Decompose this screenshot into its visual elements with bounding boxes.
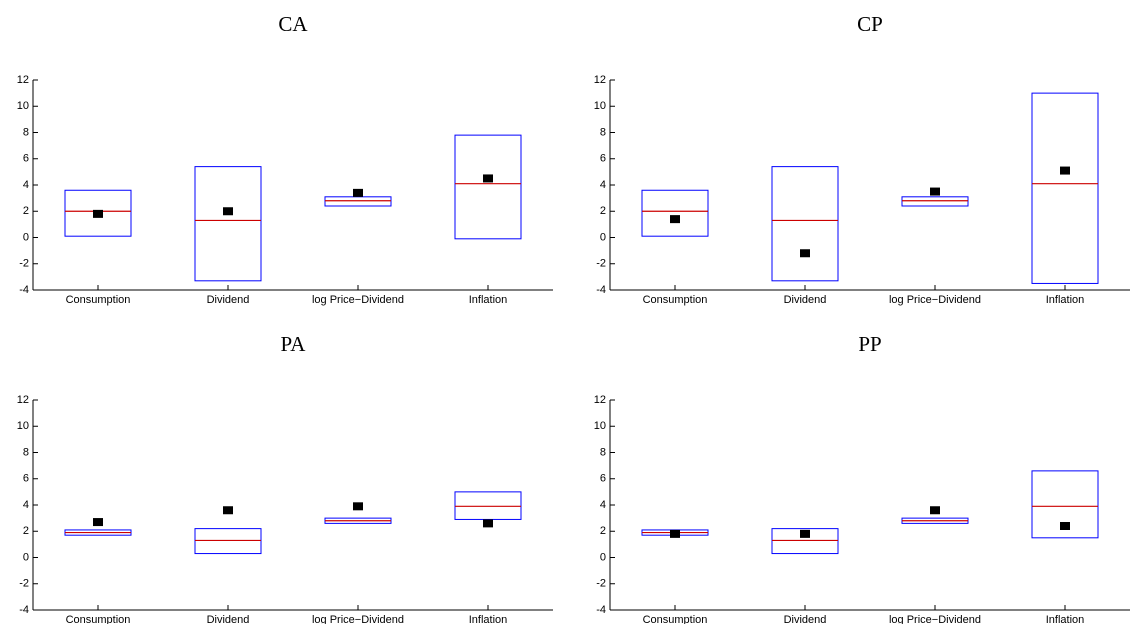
x-tick-label: Inflation <box>469 294 508 306</box>
estimate-marker <box>930 506 940 515</box>
box <box>454 491 522 520</box>
x-tick-label: Dividend <box>784 294 827 306</box>
panel-title: PP <box>858 332 881 356</box>
y-tick-label: -4 <box>596 284 606 296</box>
y-tick-label: 12 <box>594 394 606 406</box>
y-tick-label: 10 <box>17 420 29 432</box>
x-tick-label: Consumption <box>643 294 708 306</box>
panel-title: CA <box>278 12 308 36</box>
y-tick-label: 8 <box>600 126 606 138</box>
y-tick-label: -2 <box>19 578 29 590</box>
estimate-marker <box>930 187 940 196</box>
x-tick-label: Inflation <box>469 614 508 624</box>
y-tick-label: 0 <box>600 231 606 243</box>
y-tick-label: 4 <box>23 499 29 511</box>
y-tick-label: -2 <box>19 258 29 270</box>
x-tick-label: Dividend <box>207 614 250 624</box>
box <box>194 166 262 282</box>
y-tick-label: 6 <box>600 153 606 165</box>
y-tick-label: 6 <box>600 473 606 485</box>
box <box>1031 92 1099 284</box>
estimate-marker <box>1060 522 1070 530</box>
y-tick-label: 12 <box>17 74 29 86</box>
box <box>454 134 522 240</box>
y-tick-label: 2 <box>23 205 29 217</box>
box <box>324 196 392 207</box>
estimate-marker <box>800 249 810 258</box>
y-tick-label: -4 <box>19 604 29 616</box>
y-tick-label: 2 <box>600 205 606 217</box>
estimate-marker <box>670 529 680 538</box>
x-tick-label: Inflation <box>1046 614 1085 624</box>
x-tick-label: log Price−Dividend <box>312 294 404 306</box>
y-tick-label: 0 <box>23 231 29 243</box>
y-tick-label: 10 <box>17 100 29 112</box>
y-tick-label: 4 <box>600 179 606 191</box>
box <box>771 166 839 282</box>
y-tick-label: -4 <box>596 604 606 616</box>
x-tick-label: log Price−Dividend <box>889 294 981 306</box>
box <box>641 189 709 237</box>
x-tick-label: Dividend <box>784 614 827 624</box>
x-tick-label: Dividend <box>207 294 250 306</box>
y-tick-label: 12 <box>17 394 29 406</box>
y-tick-label: -4 <box>19 284 29 296</box>
x-tick-label: Consumption <box>643 614 708 624</box>
estimate-marker <box>223 207 233 216</box>
y-tick-label: 12 <box>594 74 606 86</box>
y-tick-label: 4 <box>23 179 29 191</box>
box <box>194 528 262 555</box>
x-tick-label: log Price−Dividend <box>312 614 404 624</box>
y-tick-label: 2 <box>23 525 29 537</box>
panel-title: CP <box>857 12 883 36</box>
y-tick-label: -2 <box>596 258 606 270</box>
y-tick-label: 0 <box>23 551 29 563</box>
y-tick-label: 10 <box>594 100 606 112</box>
y-tick-label: 8 <box>23 446 29 458</box>
box <box>771 528 839 555</box>
box <box>901 196 969 207</box>
box <box>1031 470 1099 539</box>
y-tick-label: 10 <box>594 420 606 432</box>
estimate-marker <box>93 209 103 218</box>
y-tick-label: 0 <box>600 551 606 563</box>
estimate-marker <box>483 174 493 183</box>
panel-title: PA <box>281 332 307 356</box>
y-tick-label: 8 <box>600 446 606 458</box>
x-tick-label: log Price−Dividend <box>889 614 981 624</box>
y-tick-label: 6 <box>23 153 29 165</box>
x-tick-label: Consumption <box>66 294 131 306</box>
estimate-marker <box>223 506 233 515</box>
estimate-marker <box>93 518 103 527</box>
estimate-marker <box>800 529 810 538</box>
estimate-marker <box>353 502 363 511</box>
y-tick-label: 6 <box>23 473 29 485</box>
y-tick-label: 2 <box>600 525 606 537</box>
x-tick-label: Inflation <box>1046 294 1085 306</box>
y-tick-label: 8 <box>23 126 29 138</box>
estimate-marker <box>483 519 493 528</box>
y-tick-label: -2 <box>596 578 606 590</box>
box <box>64 189 132 237</box>
x-tick-label: Consumption <box>66 614 131 624</box>
estimate-marker <box>670 215 680 224</box>
y-tick-label: 4 <box>600 499 606 511</box>
estimate-marker <box>1060 166 1070 175</box>
estimate-marker <box>353 188 363 197</box>
